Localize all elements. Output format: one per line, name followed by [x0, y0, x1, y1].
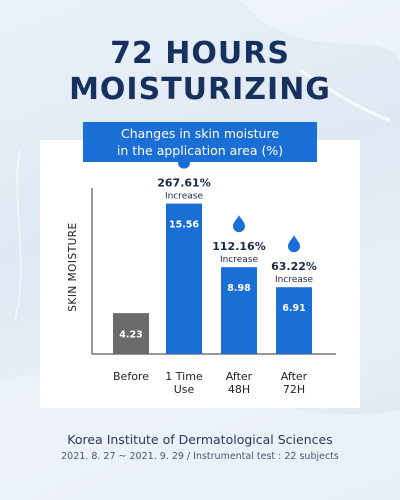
x-tick-label: Before — [113, 370, 149, 383]
chart-title-banner: Changes in skin moisture in the applicat… — [83, 122, 317, 162]
increase-percent-label: 112.16% — [212, 240, 265, 253]
bar-value-label: 6.91 — [282, 303, 305, 314]
increase-percent-label: 63.22% — [271, 260, 317, 273]
x-tick-label: Use — [174, 383, 195, 396]
test-period-note: 2021. 8. 27 ~ 2021. 9. 29 / Instrumental… — [61, 451, 339, 462]
increase-word-label: Increase — [220, 255, 259, 265]
chart-title-line-2: in the application area (%) — [116, 143, 284, 158]
bar — [276, 287, 312, 354]
bar-value-label: 8.98 — [227, 283, 251, 294]
bar-value-label: 15.56 — [169, 220, 199, 231]
water-drop-icon — [233, 215, 245, 233]
increase-percent-label: 267.61% — [157, 177, 210, 190]
x-tick-label: 48H — [228, 383, 250, 396]
water-drop-icon — [288, 235, 300, 253]
headline-line-2: MOISTURIZING — [69, 72, 331, 107]
x-tick-label: After — [281, 370, 308, 383]
bar-chart: SKIN MOISTURE 4.23 Before 15.56 267.61% Incre… — [67, 151, 336, 396]
x-tick-label: After — [226, 370, 253, 383]
chart-title-line-1: Changes in skin moisture — [120, 126, 280, 141]
bar — [113, 313, 149, 354]
y-axis-label: SKIN MOISTURE — [67, 222, 79, 311]
chart-panel: SKIN MOISTURE 4.23 Before 15.56 267.61% Incre… — [40, 140, 360, 408]
increase-word-label: Increase — [275, 275, 314, 285]
bar — [221, 267, 257, 354]
x-tick-label: 72H — [283, 383, 305, 396]
bar-value-label: 4.23 — [119, 330, 142, 341]
source-organization: Korea Institute of Dermatological Scienc… — [67, 432, 333, 447]
increase-word-label: Increase — [165, 192, 204, 202]
x-tick-label: 1 Time — [165, 370, 203, 383]
bar — [166, 203, 202, 354]
headline-line-1: 72 HOURS — [110, 36, 290, 71]
